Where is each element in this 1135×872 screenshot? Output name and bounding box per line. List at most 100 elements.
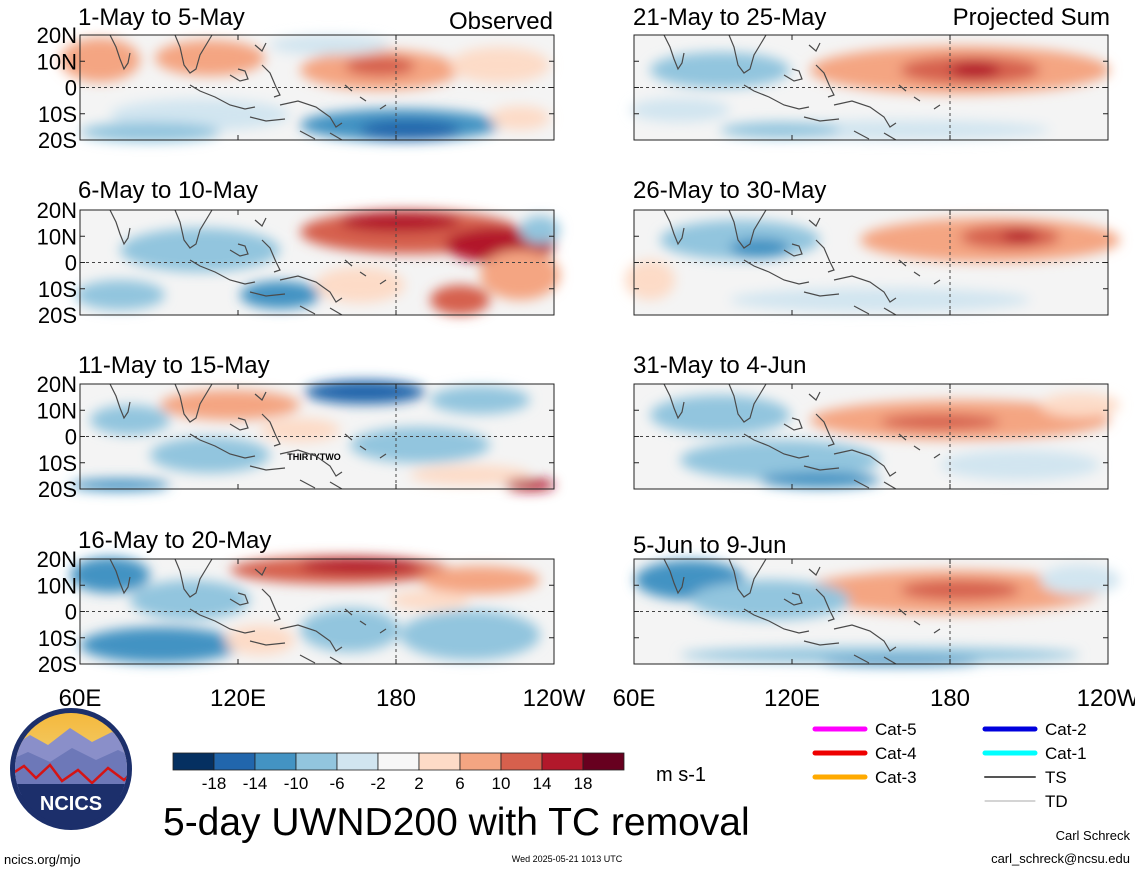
colorbar-tick-label: -10 [284, 774, 309, 793]
timestamp: Wed 2025-05-21 1013 UTC [512, 854, 623, 864]
lat-tick-label: 0 [65, 251, 77, 276]
panel-4: 16-May to 20-May [70, 527, 554, 664]
legend-label: TD [1045, 792, 1068, 811]
author-email[interactable]: carl_schreck@ncsu.edu [991, 851, 1130, 866]
lat-tick-label: 20N [37, 23, 77, 48]
panel-title: 6-May to 10-May [78, 177, 258, 204]
wind-field [630, 46, 1110, 140]
colorbar-tick-label: -2 [370, 774, 385, 793]
projected-label: Projected Sum [953, 4, 1110, 31]
colorbar-tick-label: -18 [202, 774, 227, 793]
coastline [663, 383, 941, 490]
panel-title: 31-May to 4-Jun [633, 352, 806, 379]
lat-tick-label: 10N [37, 49, 77, 74]
wind-field [60, 35, 550, 142]
colorbar-swatch [172, 752, 215, 771]
colorbar-swatch [254, 752, 297, 771]
ncics-logo: NCICS [10, 708, 132, 830]
panel-1: 1-May to 5-May Observed [60, 4, 554, 142]
lat-tick-label: 10N [37, 573, 77, 598]
coastline [663, 558, 941, 665]
lat-tick-label: 10S [38, 451, 77, 476]
colorbar-swatch [295, 752, 338, 771]
colorbar-tick-label: 10 [492, 774, 511, 793]
panel-5: 21-May to 25-May Projected Sum [630, 4, 1110, 140]
lat-tick-label: 20S [38, 477, 77, 502]
storm-label: THIRTYTWO [287, 452, 341, 462]
lat-tick-label: 10S [38, 626, 77, 651]
colorbar-tick-label: 18 [574, 774, 593, 793]
colorbar-tick-label: -14 [243, 774, 268, 793]
panel-6: 26-May to 30-May [625, 177, 1120, 315]
colorbar-swatch [500, 752, 543, 771]
coastline [109, 209, 387, 316]
wind-field [650, 393, 1120, 488]
wind-field [625, 218, 1120, 312]
colorbar-tick-label: -6 [329, 774, 344, 793]
panel-title: 26-May to 30-May [633, 177, 826, 204]
lon-tick-label: 60E [59, 685, 102, 712]
tc-legend: Cat-5 Cat-4 Cat-3 Cat-2 Cat-1 TS TD [812, 720, 1087, 811]
author-name: Carl Schreck [1056, 828, 1131, 843]
colorbar-swatch [541, 752, 584, 771]
panel-title: 16-May to 20-May [78, 527, 271, 554]
lon-tick-label: 120E [764, 685, 820, 712]
legend-label: Cat-4 [875, 744, 917, 763]
coastline [663, 209, 941, 316]
legend-label: TS [1045, 768, 1067, 787]
colorbar-tick-label: 2 [414, 774, 423, 793]
panel-title: 5-Jun to 9-Jun [633, 532, 786, 559]
colorbar-tick-label: 14 [533, 774, 552, 793]
colorbar-swatch [377, 752, 420, 771]
coastline [663, 34, 941, 141]
figure-title: 5-day UWND200 with TC removal [163, 801, 750, 844]
panel-3: 11-May to 15-May THIRTYTWO [70, 352, 555, 491]
lat-tick-label: 20S [38, 652, 77, 677]
lat-tick-label: 20N [37, 198, 77, 223]
lat-tick-label: 20N [37, 547, 77, 572]
logo-text: NCICS [40, 793, 102, 815]
lon-tick-label: 60E [613, 685, 656, 712]
lat-tick-label: 0 [65, 600, 77, 625]
wind-field [75, 210, 560, 315]
colorbar-tick-label: 6 [455, 774, 464, 793]
panel-8: 5-Jun to 9-Jun [633, 532, 1120, 666]
legend-label: Cat-1 [1045, 744, 1087, 763]
colorbar-swatch [459, 752, 502, 771]
panel-2: 6-May to 10-May [75, 177, 560, 315]
panel-7: 31-May to 4-Jun [633, 352, 1120, 489]
lat-tick-label: 20S [38, 303, 77, 328]
colorbar-swatch [418, 752, 461, 771]
coastline [109, 558, 387, 665]
units-label: m s-1 [656, 764, 706, 786]
lat-tick-label: 10N [37, 398, 77, 423]
colorbar-swatch [213, 752, 256, 771]
lat-tick-label: 10S [38, 102, 77, 127]
lat-tick-label: 10N [37, 224, 77, 249]
lat-tick-label: 0 [65, 76, 77, 101]
lon-tick-label: 180 [930, 685, 970, 712]
lon-tick-label: 120W [523, 685, 586, 712]
lat-tick-label: 20S [38, 128, 77, 153]
colorbar: -18 -14 -10 -6 -2 2 6 10 14 18 [172, 752, 625, 793]
lat-tick-label: 10S [38, 277, 77, 302]
colorbar-swatch [336, 752, 379, 771]
website-link[interactable]: ncics.org/mjo [4, 852, 81, 867]
lat-tick-label: 20N [37, 372, 77, 397]
coastline [109, 383, 387, 490]
lat-tick-label: 0 [65, 425, 77, 450]
panel-title: 21-May to 25-May [633, 4, 826, 31]
lon-tick-label: 120W [1077, 685, 1135, 712]
legend-label: Cat-3 [875, 768, 917, 787]
lon-tick-label: 120E [210, 685, 266, 712]
lon-tick-label: 180 [376, 685, 416, 712]
coastline [109, 34, 387, 141]
observed-label: Observed [449, 8, 553, 35]
wind-field [70, 556, 540, 663]
panel-title: 1-May to 5-May [78, 4, 245, 31]
legend-label: Cat-2 [1045, 720, 1087, 739]
panel-title: 11-May to 15-May [78, 352, 270, 379]
colorbar-swatch [582, 752, 625, 771]
legend-label: Cat-5 [875, 720, 917, 739]
